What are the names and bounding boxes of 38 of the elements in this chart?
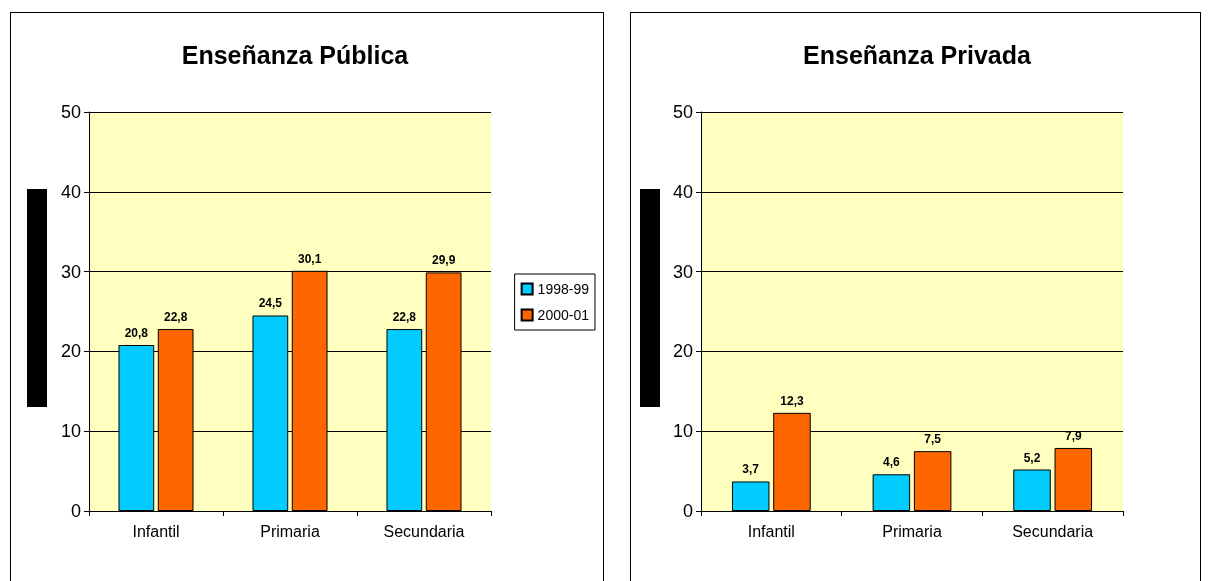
bar — [1013, 469, 1051, 511]
x-tick-label: Infantil — [747, 522, 795, 540]
bar — [913, 451, 952, 511]
data-label: 22,8 — [163, 310, 188, 325]
data-label: 3,7 — [742, 462, 760, 477]
y-tick-label: 10 — [672, 421, 693, 442]
y-tick-label: 10 — [60, 421, 81, 442]
legend-label: 2000-01 — [537, 307, 590, 323]
chart-title: Enseñanza Pública — [181, 40, 410, 69]
data-label: 22,8 — [392, 310, 417, 325]
y-tick-label: 0 — [70, 501, 81, 521]
data-label: 20,8 — [124, 326, 149, 341]
data-label: 29,9 — [431, 253, 456, 268]
x-tick-label: Primaria — [260, 522, 320, 540]
legend-label: 1998-99 — [537, 281, 590, 297]
chart-title: Enseñanza Privada — [803, 40, 1033, 69]
bar — [872, 474, 911, 511]
x-tick-label: Secundaria — [1012, 522, 1094, 540]
data-label: 5,2 — [1023, 450, 1041, 465]
x-tick-label: Secundaria — [383, 522, 465, 540]
y-tick-label: 20 — [672, 341, 693, 362]
y-tick-label: 50 — [672, 102, 693, 122]
bar — [1054, 447, 1093, 511]
data-label: 7,5 — [924, 432, 942, 447]
y-tick-label: 40 — [672, 181, 693, 202]
x-tick-label: Primaria — [882, 522, 942, 540]
bar — [731, 481, 770, 511]
y-tick-label: 30 — [60, 261, 81, 282]
data-label: 12,3 — [780, 393, 804, 408]
x-tick-label: Infantil — [132, 522, 180, 540]
y-tick-label: 50 — [60, 102, 81, 122]
data-label: 24,5 — [258, 296, 283, 311]
data-label: 30,1 — [297, 251, 322, 266]
y-tick-label: 20 — [60, 341, 81, 362]
y-tick-label: 0 — [682, 501, 693, 521]
data-label: 4,6 — [883, 455, 901, 470]
y-tick-label: 30 — [672, 261, 693, 282]
y-tick-label: 40 — [60, 181, 81, 202]
